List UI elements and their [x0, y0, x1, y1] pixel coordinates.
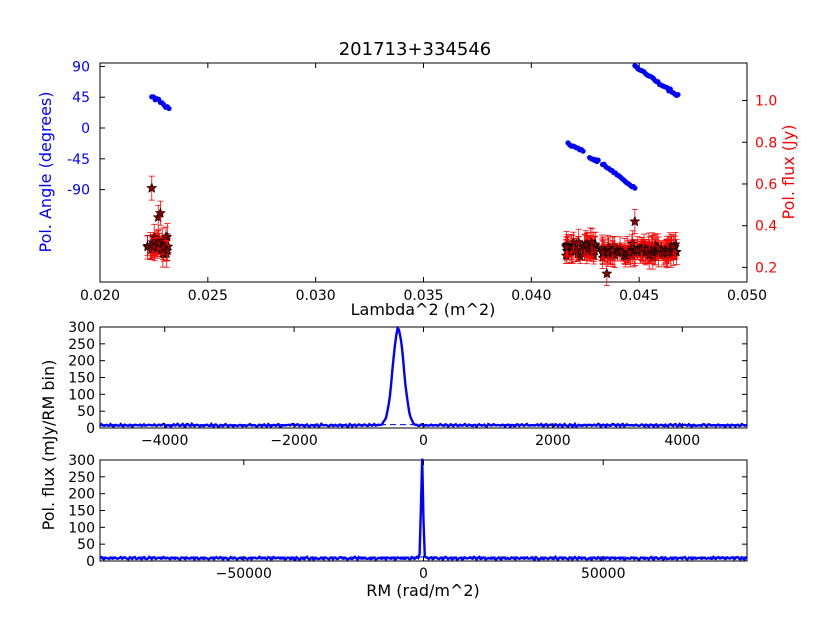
flux-point [668, 241, 679, 251]
y2-tick-label: 0.6 [755, 177, 777, 193]
rm-spectrum-line [99, 458, 748, 562]
y-tick-label: 0 [81, 121, 90, 137]
x-tick-label: −2000 [270, 433, 317, 449]
y-tick-label: 250 [68, 470, 95, 486]
angle-point [675, 92, 681, 98]
flux-point [160, 231, 172, 241]
x-tick-label: −4000 [141, 433, 188, 449]
y-tick-label: 90 [72, 59, 90, 75]
flux-point [568, 236, 579, 247]
flux-point [636, 243, 647, 254]
flux-point [162, 245, 173, 256]
flux-point [601, 267, 613, 279]
flux-point [146, 182, 158, 193]
x-tick-label: 2000 [535, 433, 571, 449]
y2-tick-label: 0.4 [755, 219, 777, 235]
y-tick-label: 0 [86, 421, 95, 437]
x-tick-label: 50000 [581, 566, 626, 582]
panel1-axes: 0.020 0.025 0.030 0.035 0.040 0.045 0.050 90 45 0… [67, 59, 777, 304]
angle-point [166, 105, 172, 112]
x-tick-label: 0 [419, 566, 428, 582]
y-tick-label: 250 [68, 337, 95, 353]
x-tick-label: 0 [419, 433, 428, 449]
flux-point [154, 207, 166, 218]
shared-ylabel: Pol. flux (mJy/RM bin) [39, 360, 58, 531]
panel1-marks [142, 63, 682, 287]
angle-point [632, 185, 638, 191]
y-tick-label: 45 [72, 90, 90, 106]
angle-point [595, 157, 601, 163]
chart-title: 201713+334546 [339, 39, 492, 60]
flux-point [624, 247, 635, 257]
y-tick-label: 50 [77, 404, 95, 420]
y-tick-label: 150 [68, 504, 95, 520]
y-tick-label: 0 [86, 554, 95, 570]
flux-point [653, 243, 664, 253]
y-tick-label: 150 [68, 371, 95, 387]
y-tick-label: 300 [68, 320, 95, 336]
x-tick-label: 0.050 [727, 288, 767, 304]
x-tick-label: 0.025 [188, 288, 228, 304]
panel2-frame [99, 326, 748, 429]
angle-point [580, 148, 586, 154]
y-tick-label: 100 [68, 520, 95, 536]
flux-point [586, 237, 598, 247]
panel1-ylabel: Pol. Angle (degrees) [36, 92, 55, 253]
panel1-y2label: Pol. flux (Jy) [779, 125, 798, 220]
flux-point [597, 247, 609, 257]
flux-point [561, 242, 572, 252]
y2-tick-label: 0.8 [755, 135, 777, 151]
x-tick-label: −50000 [216, 566, 272, 582]
y-tick-label: 200 [68, 354, 95, 370]
y-tick-label: -90 [67, 183, 90, 199]
flux-point [148, 241, 159, 252]
y-tick-label: -45 [67, 152, 90, 168]
flux-point [616, 246, 627, 257]
y-tick-label: 200 [68, 487, 95, 503]
x-tick-label: 4000 [664, 433, 700, 449]
x-tick-label: 0.020 [80, 288, 120, 304]
y-tick-label: 100 [68, 387, 95, 403]
flux-point [662, 248, 673, 258]
x-tick-label: 0.035 [403, 288, 443, 304]
y2-tick-label: 1.0 [755, 94, 777, 110]
x-tick-label: 0.045 [619, 288, 659, 304]
flux-point [644, 250, 655, 260]
x-tick-label: 0.030 [296, 288, 336, 304]
y-tick-label: 50 [77, 537, 95, 553]
y-tick-label: 300 [68, 453, 95, 469]
flux-point [607, 245, 618, 255]
x-tick-label: 0.040 [511, 288, 551, 304]
panel1-xlabel: Lambda^2 (m^2) [351, 300, 496, 319]
panel-angle-flux: 0.020 0.025 0.030 0.035 0.040 0.045 0.050 90 45 0… [36, 59, 798, 319]
panel3-xlabel: RM (rad/m^2) [366, 581, 480, 600]
y2-tick-label: 0.2 [755, 260, 777, 276]
flux-point [629, 215, 641, 227]
